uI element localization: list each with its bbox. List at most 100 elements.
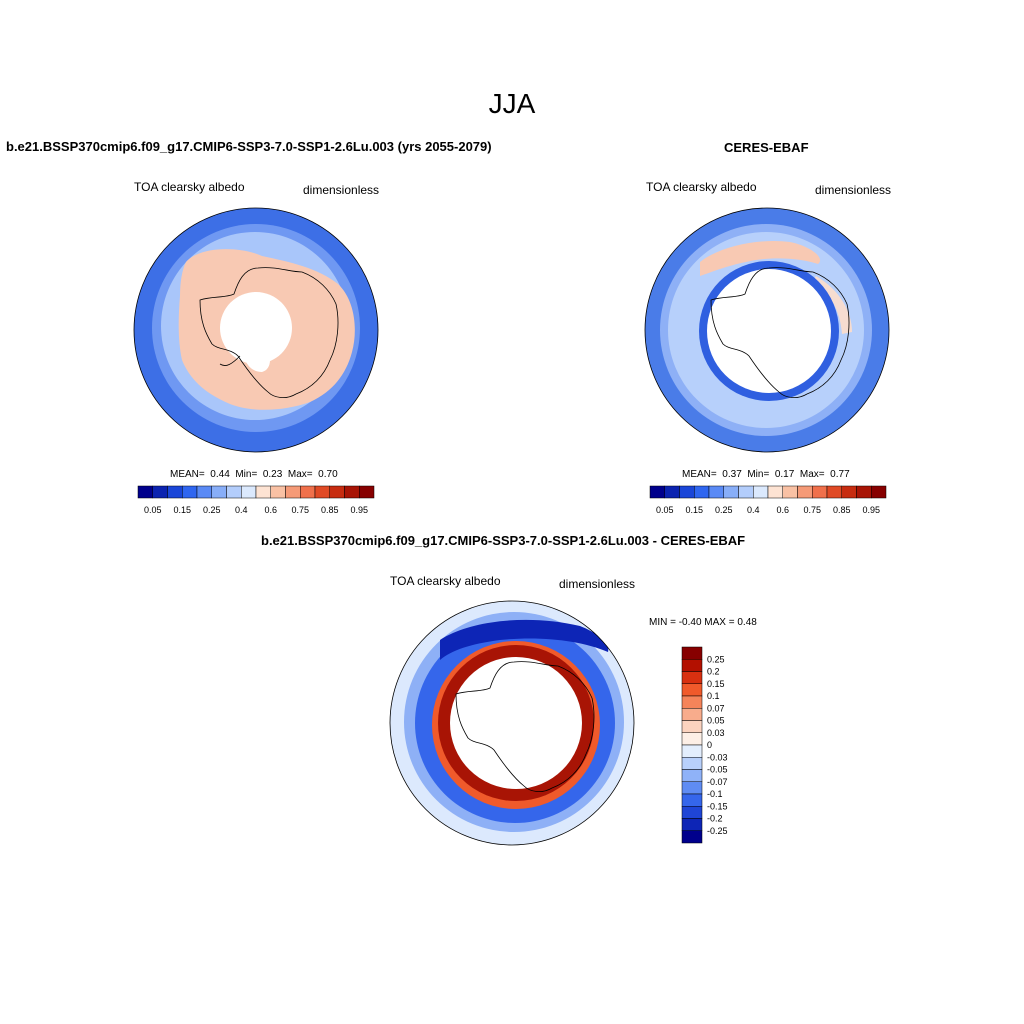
panel-1-colorbar-tick-label: 0.75 [291, 505, 309, 515]
panel-3-colorbar-tick-label: -0.03 [707, 752, 728, 762]
panel-3-colorbar-swatch-15 [681, 830, 703, 844]
panel-1-colorbar-tick-label: 0.85 [321, 505, 339, 515]
panel-1-map [134, 208, 378, 452]
panel-3-colorbar-swatch-13 [681, 806, 703, 819]
panel-2-units-label: dimensionless [815, 183, 892, 197]
panel-2-colorbar-swatch-8 [767, 485, 783, 499]
panel-1-colorbar-swatch-12 [314, 485, 330, 499]
panel-2-map-border [644, 207, 890, 453]
page-title: JJA [488, 88, 536, 119]
panel-3-stats: MIN = -0.40 MAX = 0.48 [649, 617, 757, 628]
panel-3-colorbar-tick-label: 0.05 [707, 716, 725, 726]
panel-1-max-value: 0.70 [318, 469, 338, 480]
panel-1-colorbar-swatch-8 [255, 485, 271, 499]
panel-3-colorbar-tick-label: -0.07 [707, 777, 728, 787]
panel-2-colorbar: 0.05 0.15 0.25 0.4 0.6 0.75 0.85 0.95 [649, 485, 887, 515]
panel-1-colorbar-swatch-10 [285, 485, 301, 499]
panel-1-units-label: dimensionless [303, 183, 380, 197]
panel-3-colorbar-tick-label: 0 [707, 740, 712, 750]
panel-3-colorbar-tick-label: 0.15 [707, 679, 725, 689]
panel-2-colorbar-swatch-5 [723, 485, 739, 499]
panel-2-map [645, 208, 889, 452]
panel-3-colorbar-tick-label: 0.25 [707, 654, 725, 664]
panel-1-colorbar-tick-label: 0.25 [203, 505, 221, 515]
panel-2-min-value: 0.17 [774, 469, 795, 480]
panel-2-colorbar-swatch-0 [649, 485, 665, 499]
panel-3-coastline [455, 661, 595, 792]
panel-3-colorbar-swatch-5 [681, 708, 703, 721]
panel-2-colorbar-swatch-12 [826, 485, 842, 499]
panel-3-colorbar-tick-label: -0.15 [707, 801, 728, 811]
panel-3-colorbar-swatch-11 [681, 781, 703, 795]
panel-1-colorbar-swatch-7 [241, 485, 257, 499]
panel-2-stats: MEAN= 0.37 Min= 0.17 Max= 0.77 [682, 469, 850, 480]
panel-2-colorbar-tick-label: 0.25 [715, 505, 733, 515]
panel-2-colorbar-swatch-15 [871, 485, 887, 499]
panel-3-variable-label: TOA clearsky albedo [390, 574, 501, 588]
panel-2-colorbar-swatch-13 [841, 485, 857, 499]
panel-1-mean-value: 0.44 [210, 469, 230, 480]
panel-3-colorbar-tick-label: 0.1 [707, 691, 720, 701]
panel-2-coastline [710, 267, 850, 398]
panel-2-colorbar-swatch-10 [797, 485, 813, 499]
panel-1-colorbar-tick-label: 0.95 [350, 505, 368, 515]
panel-1-colorbar-swatch-3 [182, 485, 198, 499]
panel-3-colorbar-swatch-4 [681, 695, 703, 709]
panel-1-variable-label: TOA clearsky albedo [134, 180, 245, 194]
panel-2-colorbar-swatch-4 [708, 485, 724, 499]
panel-3-colorbar-tick-label: 0.07 [707, 703, 725, 713]
panel-1-colorbar-swatch-6 [226, 485, 242, 499]
panel-3-colorbar-tick-label: 0.2 [707, 667, 720, 677]
panel-3-colorbar-tick-label: -0.2 [707, 814, 723, 824]
panel-1-title: b.e21.BSSP370cmip6.f09_g17.CMIP6-SSP3-7.… [6, 139, 492, 154]
panel-3-colorbar-swatch-6 [681, 720, 703, 733]
panel-1-mean-label: MEAN= [170, 469, 205, 480]
panel-1-colorbar: 0.05 0.15 0.25 0.4 0.6 0.75 0.85 0.95 [137, 485, 375, 515]
panel-3-colorbar-tick-label: -0.25 [707, 826, 728, 836]
panel-2-colorbar-tick-label: 0.85 [833, 505, 851, 515]
panel-3-colorbar-swatch-7 [681, 732, 703, 746]
panel-1-colorbar-swatch-9 [270, 485, 286, 499]
panel-1-colorbar-tick-label: 0.05 [144, 505, 162, 515]
panel-3-colorbar-swatch-14 [681, 818, 703, 831]
panel-3-colorbar-tick-label: 0.03 [707, 728, 725, 738]
panel-2-colorbar-tick-label: 0.75 [803, 505, 821, 515]
panel-2-colorbar-swatch-9 [782, 485, 798, 499]
panel-2-colorbar-tick-label: 0.05 [656, 505, 674, 515]
panel-3-colorbar-tick-label: -0.1 [707, 789, 723, 799]
panel-2-colorbar-swatch-1 [664, 485, 680, 499]
panel-3-map [390, 601, 634, 845]
panel-1-min-label: Min= [235, 469, 258, 480]
panel-2-colorbar-swatch-3 [694, 485, 710, 499]
panel-3-map-border [389, 600, 635, 846]
panel-2-max-label: Max= [799, 469, 825, 480]
panel-2-mean-label: MEAN= [682, 469, 717, 480]
panel-1-max-label: Max= [287, 469, 313, 480]
panel-3-title: b.e21.BSSP370cmip6.f09_g17.CMIP6-SSP3-7.… [261, 533, 746, 548]
panel-1-colorbar-tick-label: 0.6 [264, 505, 277, 515]
panel-1-min-value: 0.23 [262, 469, 283, 480]
panel-1-colorbar-tick-label: 0.4 [235, 505, 248, 515]
panel-3-colorbar-tick-label: -0.05 [707, 765, 728, 775]
panel-2-variable-label: TOA clearsky albedo [646, 180, 757, 194]
panel-1-colorbar-swatch-1 [152, 485, 168, 499]
panel-3-colorbar-swatch-8 [681, 744, 703, 758]
panel-2-colorbar-tick-label: 0.6 [776, 505, 789, 515]
panel-3-units-label: dimensionless [559, 577, 636, 591]
panel-1-colorbar-swatch-0 [137, 485, 153, 499]
panel-2-colorbar-swatch-11 [812, 485, 828, 499]
panel-3-colorbar-swatch-12 [681, 793, 703, 807]
panel-2-mean-value: 0.37 [722, 469, 742, 480]
panel-3-colorbar-swatch-10 [681, 769, 703, 782]
panel-1-coastline [199, 267, 339, 398]
panel-3-colorbar: 0.25 0.2 0.15 0.1 0.07 0.05 0.03 0 -0.03 -0.05 -0.… [681, 646, 728, 844]
panel-1-colorbar-swatch-11 [300, 485, 316, 499]
panel-2-colorbar-tick-label: 0.15 [685, 505, 703, 515]
panel-2-max-value: 0.77 [830, 469, 850, 480]
panel-2-min-label: Min= [747, 469, 770, 480]
panel-3-colorbar-swatch-9 [681, 757, 703, 770]
panel-1-colorbar-swatch-5 [211, 485, 227, 499]
panel-2-title: CERES-EBAF [724, 140, 809, 155]
panel-3-colorbar-swatch-2 [681, 671, 703, 684]
